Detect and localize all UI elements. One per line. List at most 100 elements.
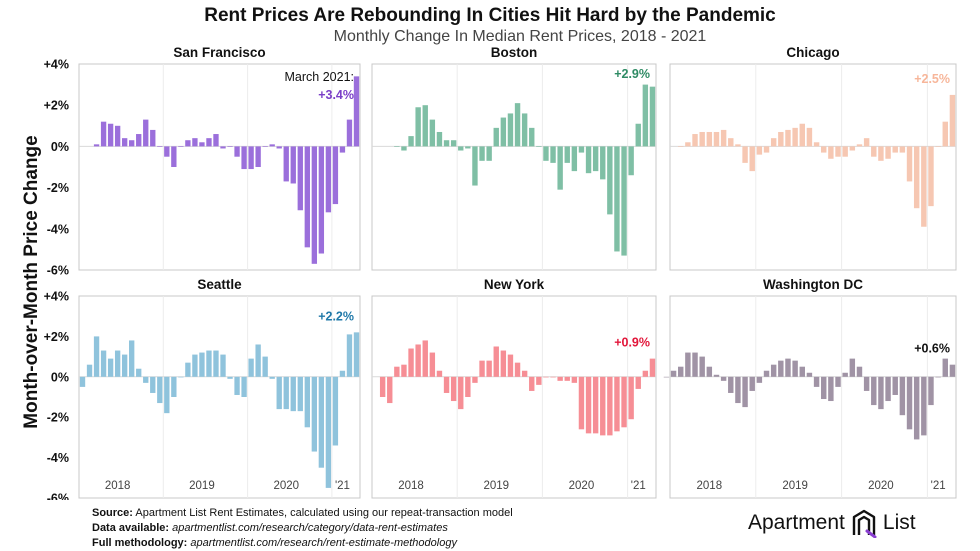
panel-new-york: New York 2018 2019 2020 '21 +0.9% [371, 277, 657, 499]
y-axis-label: Month-over-Month Price Change [21, 135, 42, 428]
bar [863, 376, 870, 391]
bar [220, 354, 226, 377]
data-available-label: Data available: [92, 522, 170, 534]
bar [422, 340, 428, 377]
bar [749, 146, 755, 172]
bar [635, 376, 641, 389]
panel-frame [371, 63, 657, 271]
chart-title: Rent Prices Are Rebounding In Cities Hit… [204, 5, 776, 26]
bar [255, 344, 261, 377]
y-tick-label: -2% [47, 181, 69, 195]
panel-seattle: Seattle +4% +2% 0% -2% -4% -6% 2018 2019 2020 '21 +… [44, 277, 361, 501]
bar [500, 117, 507, 147]
x-tick-label: 2020 [273, 480, 299, 492]
bar [529, 127, 535, 147]
bar [171, 376, 177, 397]
bar [706, 131, 713, 147]
y-tick-label: +2% [44, 99, 69, 113]
bar [871, 146, 877, 157]
data-available-link[interactable]: apartmentlist.com/research/category/data… [172, 522, 448, 534]
y-tick-label: -2% [47, 411, 69, 425]
bar [813, 376, 820, 387]
bar [649, 86, 656, 147]
bar [234, 376, 240, 395]
bar [607, 146, 613, 215]
panel-title: Chicago [786, 45, 839, 60]
bar [913, 376, 920, 440]
bar [472, 146, 478, 186]
bar [799, 123, 805, 147]
bar [892, 376, 898, 395]
bar [621, 146, 627, 256]
panel-title: San Francisco [173, 45, 265, 60]
bar [332, 376, 339, 446]
y-tick-label: -6% [47, 492, 69, 501]
bar [878, 376, 884, 410]
bar [842, 146, 848, 157]
bar [899, 376, 906, 416]
bar [436, 131, 443, 147]
x-tick-label: 2018 [697, 480, 723, 492]
bar [290, 376, 296, 412]
bar [255, 146, 261, 167]
annotation-value: +2.5% [914, 72, 950, 86]
y-tick-label: -4% [47, 222, 69, 236]
bar [692, 352, 698, 377]
bar [571, 376, 578, 383]
bar [199, 142, 205, 147]
bar [465, 146, 471, 149]
bar [536, 146, 542, 147]
bar [835, 376, 841, 387]
y-tick-label: +4% [44, 58, 69, 72]
panel-san-francisco: San Francisco +4% +2% 0% -2% -4% -6% March 2021… [44, 45, 361, 278]
panel-washington-dc: Washington DC 2018 2019 2020 '21 +0.6% [663, 277, 957, 499]
bar [121, 138, 128, 147]
source-label: Source: [92, 507, 133, 519]
y-tick-label: +4% [44, 290, 69, 304]
bar [649, 358, 656, 377]
bar [949, 94, 956, 147]
annotation-value: +0.9% [614, 336, 650, 350]
bar [415, 344, 421, 377]
bar [192, 138, 198, 147]
bar [164, 376, 170, 414]
bar [507, 113, 514, 147]
bar [735, 144, 741, 147]
bar [387, 376, 393, 404]
bar [297, 376, 303, 412]
bar [935, 376, 941, 378]
annotation-value: +0.6% [914, 342, 950, 356]
bar [150, 376, 156, 393]
bar [353, 76, 360, 147]
bar [276, 146, 282, 149]
bar [150, 129, 156, 147]
bar [536, 376, 542, 385]
bar [942, 358, 948, 377]
bar [93, 144, 100, 147]
bar [921, 376, 927, 436]
bar [136, 134, 142, 147]
bar [227, 376, 233, 379]
bar [401, 364, 407, 377]
bar [942, 121, 948, 147]
bar [799, 366, 805, 377]
bar [458, 146, 464, 151]
bar [770, 138, 777, 147]
bar [692, 134, 698, 147]
bar [192, 354, 198, 377]
bar [206, 350, 212, 377]
bar [339, 146, 346, 153]
bar [465, 376, 471, 397]
bar [213, 350, 219, 377]
bar [856, 144, 863, 147]
bar [642, 370, 649, 377]
bar [429, 119, 436, 147]
bar [514, 362, 521, 377]
panel-boston: Boston +2.9% [371, 45, 657, 271]
bar [283, 376, 289, 410]
bar [821, 376, 827, 400]
bar [685, 352, 691, 377]
bar [178, 146, 184, 147]
methodology-link[interactable]: apartmentlist.com/research/rent-estimate… [190, 537, 457, 549]
bar [248, 358, 254, 377]
